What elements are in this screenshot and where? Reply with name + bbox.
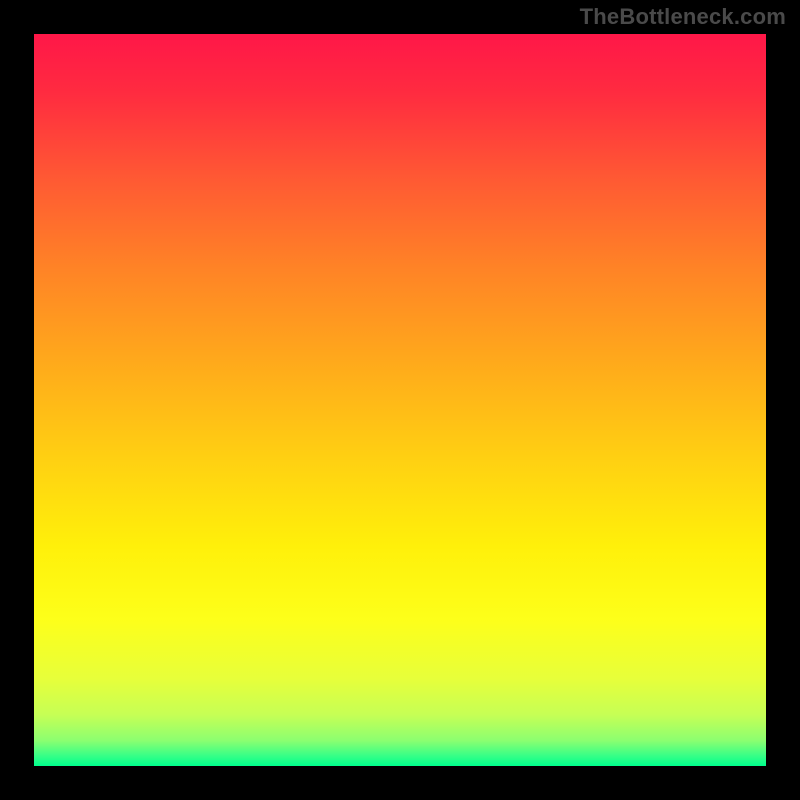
heat-gradient-background — [34, 34, 766, 766]
plot-area — [34, 34, 766, 766]
watermark-text: TheBottleneck.com — [580, 4, 786, 30]
